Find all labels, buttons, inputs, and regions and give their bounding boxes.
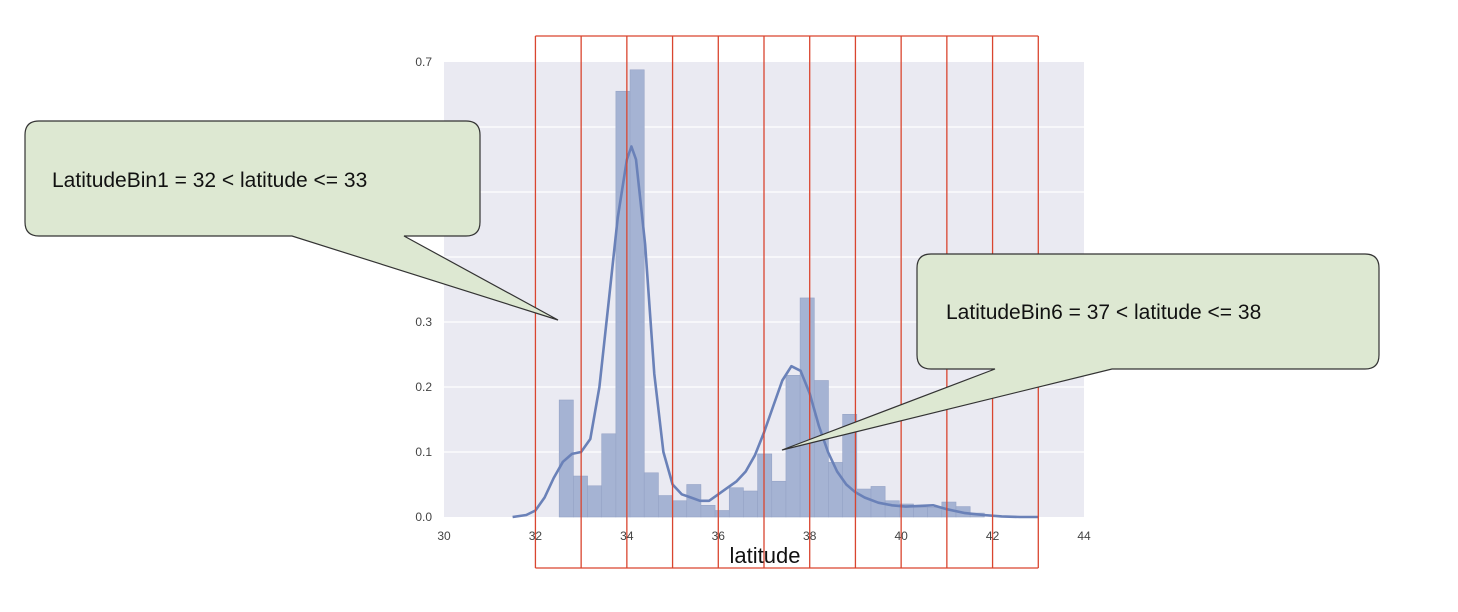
y-tick-label: 0.2 [415, 380, 432, 394]
callout-latitude-bin6: LatitudeBin6 = 37 < latitude <= 38 [781, 253, 1380, 451]
x-tick-label: 30 [437, 529, 451, 543]
histogram-bar [629, 69, 645, 518]
histogram-bar [771, 480, 787, 518]
y-tick-label: 0.3 [415, 315, 432, 329]
histogram-bar [573, 475, 588, 518]
callout-text: LatitudeBin1 = 32 < latitude <= 33 [52, 169, 367, 192]
histogram-bar [927, 506, 943, 518]
histogram-bar [714, 510, 730, 518]
histogram-bar [601, 433, 617, 518]
histogram-bar [658, 495, 673, 518]
callout-latitude-bin1: LatitudeBin1 = 32 < latitude <= 33 [24, 120, 559, 321]
histogram-bar [913, 506, 928, 518]
x-tick-label: 40 [894, 529, 908, 543]
y-tick-labels: 0.0 0.1 0.2 0.3 0.7 [415, 55, 432, 524]
callout-bubble [781, 253, 1380, 451]
x-tick-label: 32 [529, 529, 543, 543]
x-tick-label: 44 [1077, 529, 1091, 543]
histogram-bar [813, 380, 829, 518]
histogram-bar [643, 472, 659, 518]
x-tick-label: 42 [986, 529, 1000, 543]
histogram-bar [587, 485, 603, 518]
histogram-bar [672, 500, 688, 518]
histogram-bar [743, 490, 758, 518]
x-tick-label: 38 [803, 529, 817, 543]
x-tick-label: 36 [712, 529, 726, 543]
histogram-bar [728, 487, 744, 518]
y-tick-label: 0.7 [415, 55, 432, 69]
y-tick-label: 0.0 [415, 510, 432, 524]
histogram-bar [700, 504, 716, 518]
callout-bubble [24, 120, 559, 321]
x-axis-label: latitude [730, 543, 801, 568]
x-tick-labels: 30 32 34 36 38 40 42 44 [437, 529, 1091, 543]
x-tick-label: 34 [620, 529, 634, 543]
y-tick-label: 0.1 [415, 445, 432, 459]
callout-text: LatitudeBin6 = 37 < latitude <= 38 [946, 301, 1261, 324]
histogram-bar [799, 297, 815, 518]
histogram-bar [757, 453, 773, 518]
